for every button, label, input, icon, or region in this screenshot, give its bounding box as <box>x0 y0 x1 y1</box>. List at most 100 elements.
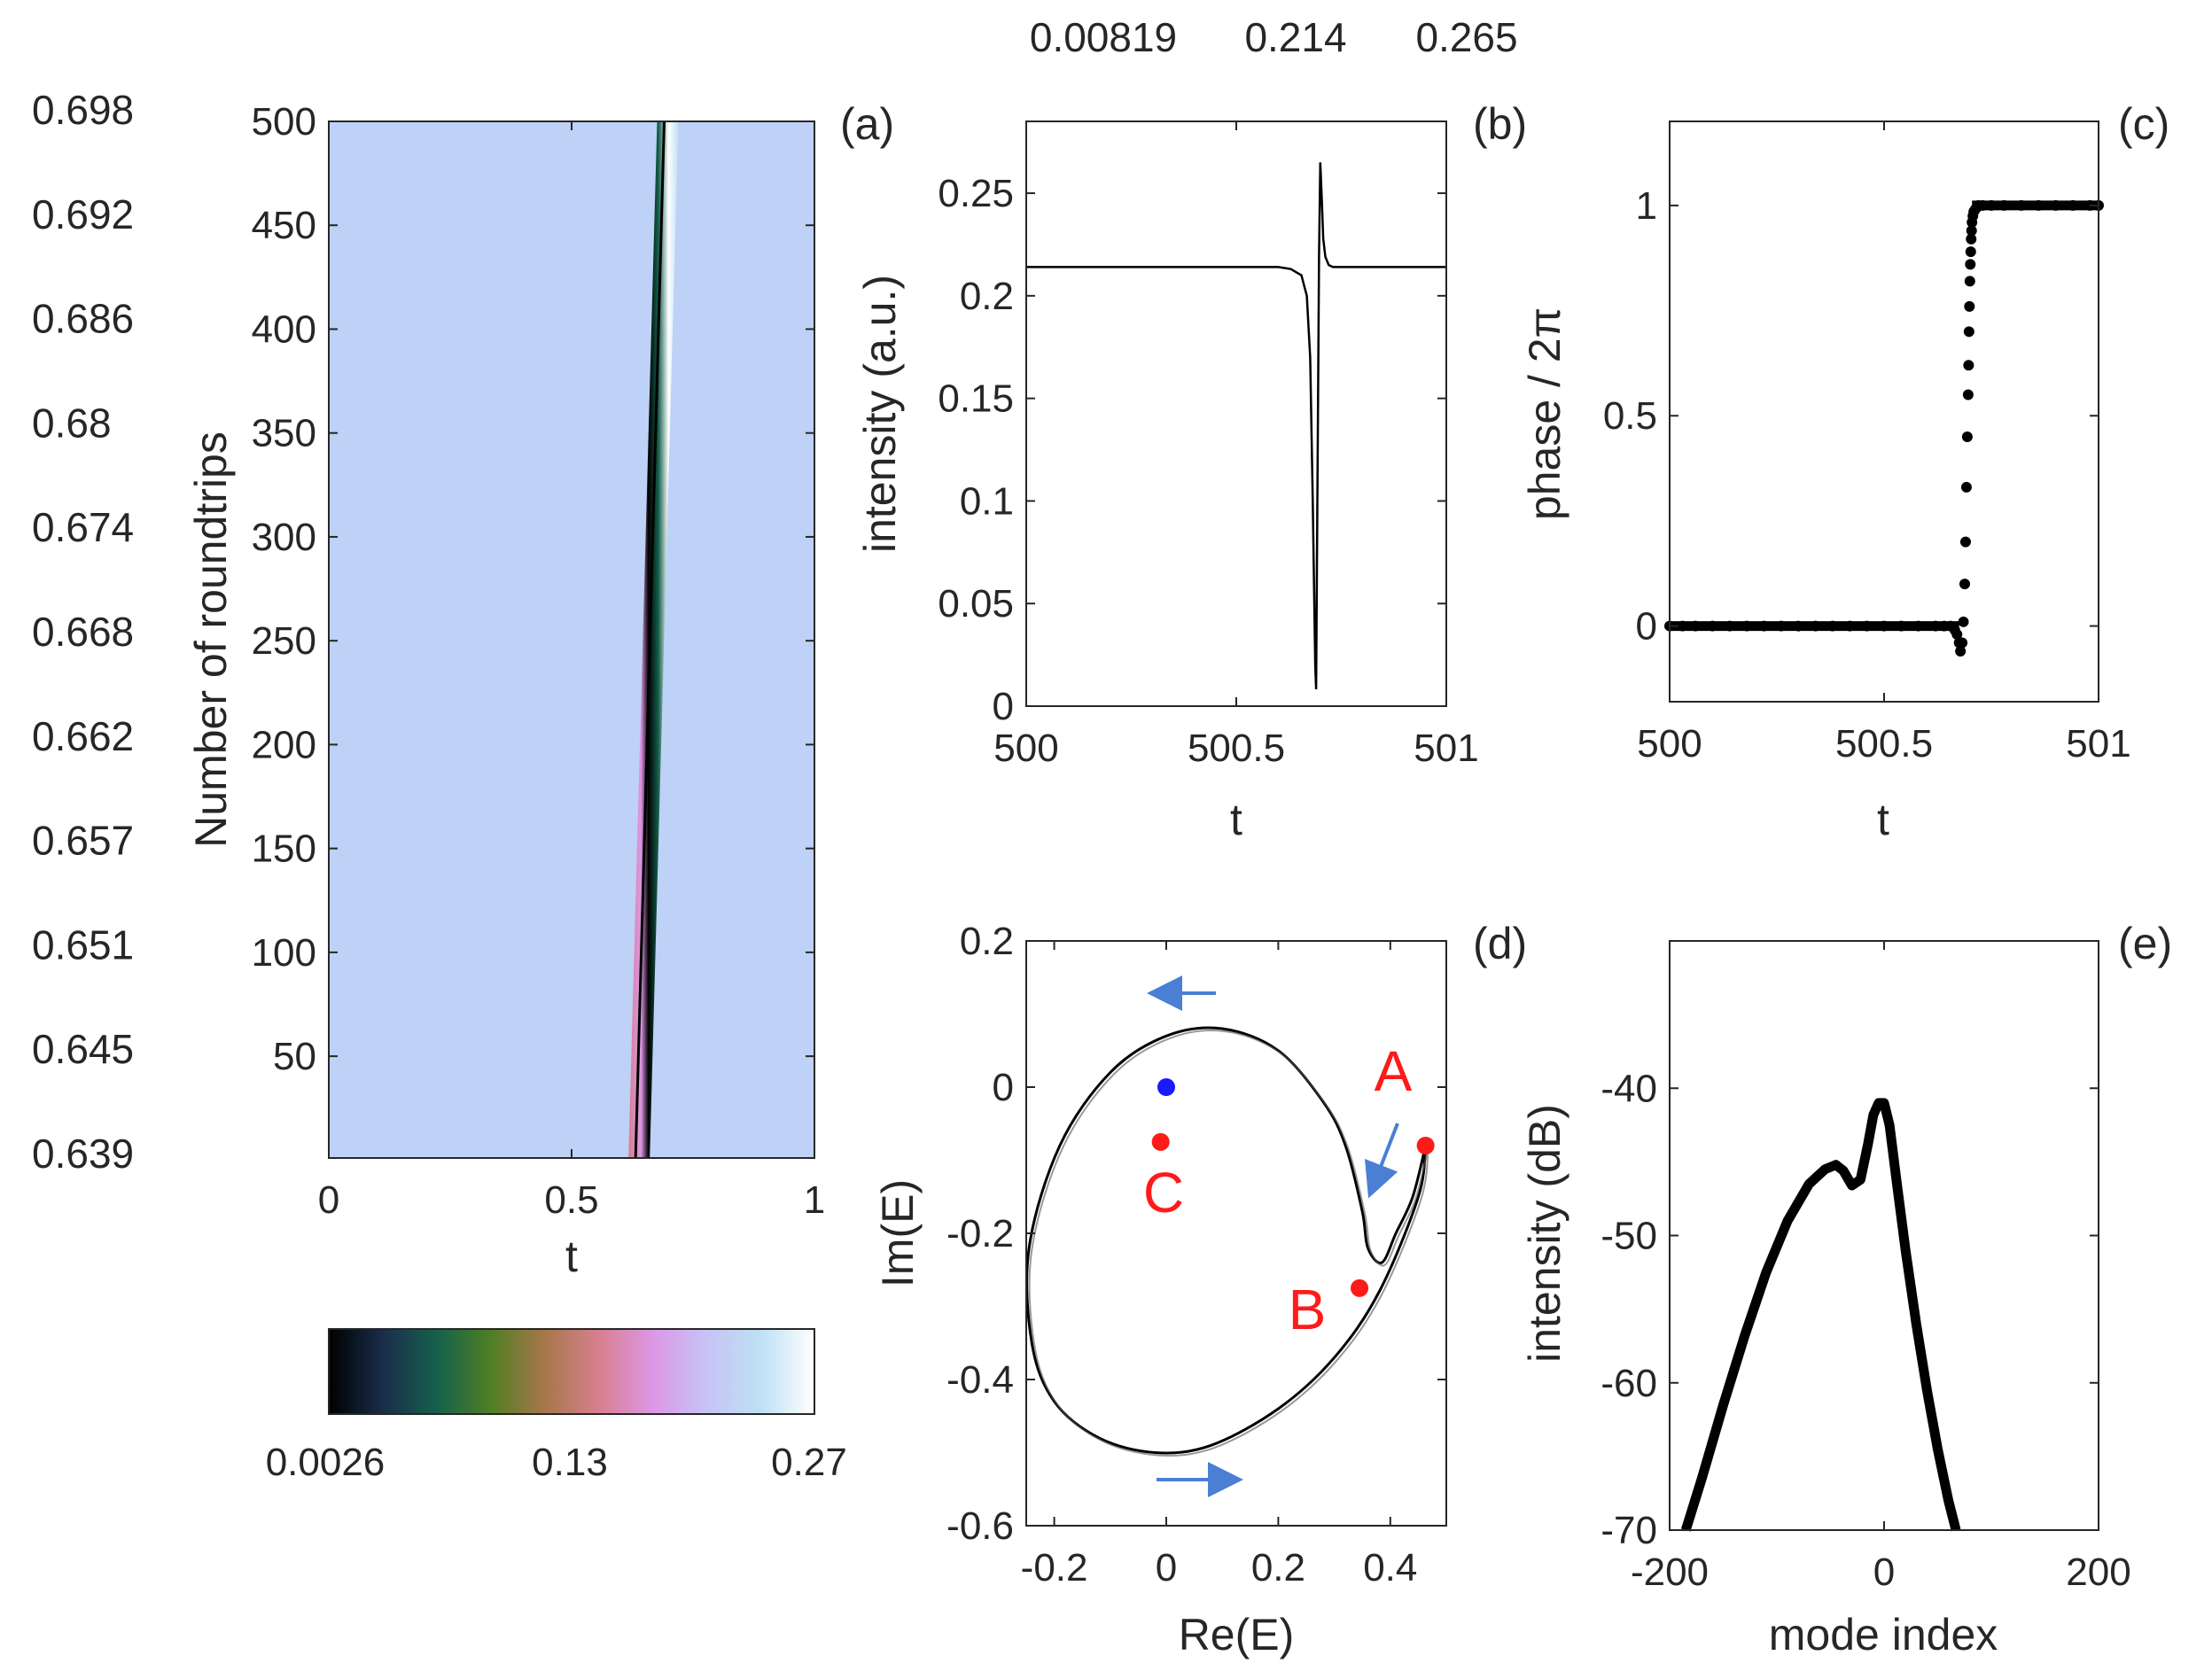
colorbar <box>328 1328 815 1415</box>
phase-point <box>1964 276 1975 287</box>
phase-point <box>1962 389 1974 400</box>
panel-label-e: (e) <box>2118 919 2172 968</box>
axes-frame-e <box>1669 940 2099 1531</box>
axis-ticks-d: -0.2 0 0.2 0.4 -0.6 -0.4 -0.2 0 0.2 <box>946 920 1446 1589</box>
heatmap-pulse-core <box>634 120 666 1159</box>
x-axis-label-e: mode index <box>1769 1610 1998 1659</box>
phase-point <box>1961 431 1973 442</box>
y-tick-label: 250 <box>252 619 316 663</box>
phase-point <box>1955 646 1967 657</box>
y-tick-label: 350 <box>252 412 316 455</box>
phase-points <box>1664 199 2104 657</box>
panel-d: A B C -0.2 0 0.2 0.4-0.6-0.4-0.200.2 Re(E) … <box>873 919 1527 1659</box>
phase-point <box>1963 360 1974 371</box>
y-tick-label: -0.2 <box>946 1212 1014 1255</box>
panel-e: -200 0 200 -70 -60 -50 -40 mode index intensit… <box>1520 919 2172 1659</box>
top-value: 0.265 <box>1415 14 1517 60</box>
side-value: 0.698 <box>32 87 134 133</box>
axis-ticks-c: 500 500.5 501 0 0.5 1 <box>1603 121 2131 766</box>
phase-point <box>1966 225 1977 237</box>
side-value: 0.651 <box>32 921 134 968</box>
phase-point <box>1963 326 1974 338</box>
side-value: 0.686 <box>32 296 134 342</box>
y-tick-label: 0.15 <box>938 377 1014 421</box>
phase-point <box>1965 246 1976 258</box>
colorbar-tick-label: 0.0026 <box>266 1441 386 1484</box>
x-tick-label: 0.4 <box>1363 1546 1417 1589</box>
x-tick-label: 501 <box>1414 727 1478 770</box>
side-value: 0.662 <box>32 713 134 759</box>
x-tick-label: 0 <box>1873 1551 1895 1594</box>
y-tick-label: -40 <box>1601 1067 1657 1110</box>
y-tick-label: 450 <box>252 204 316 247</box>
y-tick-label: 0.5 <box>1603 394 1657 438</box>
spectrum-trace <box>1680 1098 1961 1532</box>
y-tick-label: 50 <box>273 1035 316 1078</box>
y-tick-label: 0.2 <box>960 920 1014 963</box>
y-axis-label-a: Number of roundtrips <box>186 431 236 848</box>
axis-ticks-e: -200 0 200 -70 -60 -50 -40 <box>1601 941 2131 1594</box>
x-tick-label: 501 <box>2066 722 2130 766</box>
y-axis-label-b: intensity (a.u.) <box>855 275 905 553</box>
y-tick-label: 0.05 <box>938 582 1014 626</box>
heatmap-pulse-track <box>628 121 679 1158</box>
x-tick-label: 500 <box>1637 722 1702 766</box>
y-tick-label: 300 <box>252 516 316 559</box>
phase-point <box>1959 536 1971 548</box>
side-value: 0.645 <box>32 1026 134 1072</box>
x-tick-label: 0 <box>1156 1546 1177 1589</box>
direction-arrow <box>1364 1123 1399 1199</box>
y-tick-label: 0.1 <box>960 479 1014 523</box>
marked-points <box>1151 1078 1435 1297</box>
top-value: 0.00819 <box>1030 14 1177 60</box>
phase-point <box>1964 300 1975 312</box>
trajectory-loop <box>1025 1026 1428 1455</box>
x-axis-label-a: t <box>565 1232 578 1281</box>
x-tick-label: -0.2 <box>1021 1546 1088 1589</box>
y-tick-label: 150 <box>252 828 316 871</box>
y-tick-label: -70 <box>1601 1509 1657 1552</box>
point-label-a: A <box>1375 1039 1413 1103</box>
y-tick-label: 0.2 <box>960 275 1014 318</box>
y-tick-label: 200 <box>252 723 316 766</box>
marked-point <box>1416 1137 1435 1154</box>
x-axis-label-c: t <box>1877 795 1889 844</box>
y-tick-label: -0.6 <box>946 1504 1014 1548</box>
side-values: 0.698 0.692 0.686 0.68 0.674 0.668 0.662 0.657 0… <box>32 87 134 1177</box>
y-axis-label-c: phase / 2π <box>1520 307 1569 520</box>
y-axis-label-e: intensity (dB) <box>1520 1104 1569 1363</box>
phase-point <box>1958 616 1969 627</box>
side-value: 0.674 <box>32 504 134 550</box>
y-tick-label: 100 <box>252 931 316 975</box>
x-tick-label: 500.5 <box>1835 722 1933 766</box>
phase-point <box>1960 481 1972 493</box>
y-tick-label: 0 <box>993 685 1014 728</box>
panel-c: 500 500.5 501 0 0.5 1 t phase / 2π (c) <box>1520 99 2169 844</box>
x-tick-label: 500.5 <box>1188 727 1285 770</box>
y-tick-label: 400 <box>252 307 316 351</box>
x-tick-label: -200 <box>1631 1551 1709 1594</box>
y-tick-label: -60 <box>1601 1362 1657 1405</box>
x-tick-label: 0.5 <box>544 1178 598 1222</box>
x-tick-label: 500 <box>993 727 1058 770</box>
side-value: 0.657 <box>32 818 134 864</box>
top-values: 0.00819 0.214 0.265 <box>1030 14 1518 60</box>
colorbar-tick-label: 0.13 <box>532 1441 608 1484</box>
trajectory-loop-shadow <box>1028 1030 1429 1457</box>
top-value: 0.214 <box>1244 14 1346 60</box>
y-tick-label: 0.25 <box>938 172 1014 215</box>
panel-label-a: (a) <box>840 99 894 149</box>
side-value: 0.668 <box>32 609 134 655</box>
panel-label-b: (b) <box>1473 99 1527 149</box>
marked-point <box>1151 1132 1170 1151</box>
y-tick-label: -0.4 <box>946 1358 1014 1402</box>
marked-point <box>1351 1279 1369 1297</box>
side-value: 0.692 <box>32 191 134 237</box>
axis-ticks-b: 500 500.5 501 0 0.05 0.1 0.15 0.2 0.25 <box>938 121 1479 770</box>
marked-point <box>1157 1078 1175 1096</box>
x-tick-label: 200 <box>2066 1551 2130 1594</box>
heatmap-background <box>329 121 814 1158</box>
